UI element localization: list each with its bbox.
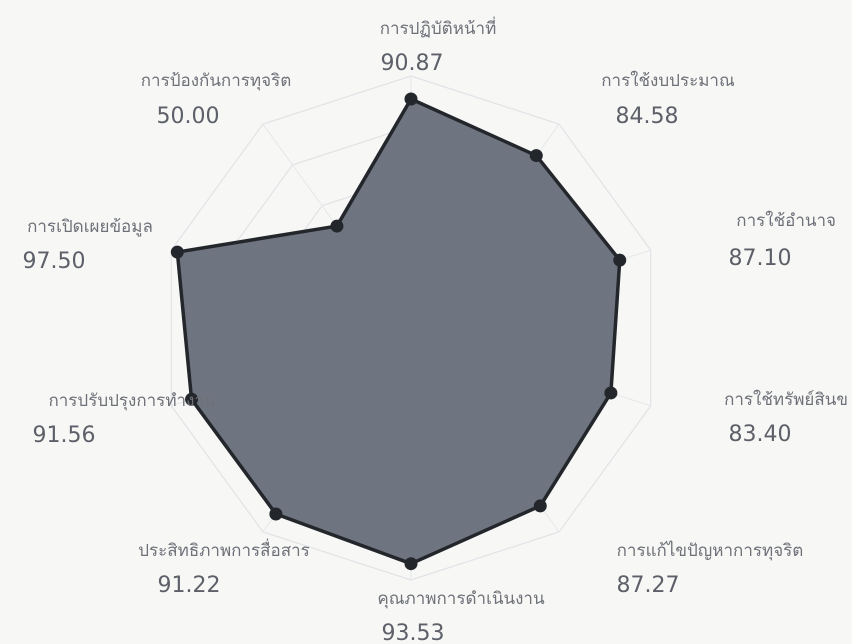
data-point — [613, 253, 627, 267]
axis-label: ประสิทธิภาพการสื่อสาร — [138, 538, 310, 561]
data-value-label: 50.00 — [157, 104, 220, 129]
data-point — [529, 149, 543, 163]
label-layer: การปฏิบัติหน้าที่ 90.87 การใช้งบประมาณ 84.5… — [23, 16, 848, 644]
data-value-label: 83.40 — [729, 422, 792, 447]
axis-label: การป้องกันการทุจริต — [141, 71, 292, 91]
data-value-label: 97.50 — [23, 249, 86, 274]
data-point — [330, 219, 344, 233]
data-value-label: 87.10 — [729, 246, 792, 271]
data-value-label: 91.56 — [33, 423, 96, 448]
data-layer — [170, 92, 627, 571]
axis-label: การปรับปรุงการทำงาน — [48, 391, 215, 411]
data-series-area — [175, 97, 622, 566]
axis-label: การใช้งบประมาณ — [601, 70, 735, 91]
axis-label: การปฏิบัติหน้าที่ — [380, 16, 497, 39]
data-point — [269, 507, 283, 521]
data-point — [170, 245, 184, 259]
axis-label: การใช้ทรัพย์สินข — [724, 389, 848, 410]
data-point — [404, 557, 418, 571]
data-value-label: 93.53 — [382, 621, 445, 644]
data-point — [604, 386, 618, 400]
axis-label: การแก้ไขปัญหาการทุจริต — [617, 540, 804, 561]
data-point — [404, 92, 418, 106]
data-value-label: 87.27 — [617, 573, 680, 598]
data-value-label: 91.22 — [158, 573, 221, 598]
axis-label: การใช้อำนาจ — [736, 210, 836, 231]
data-point — [185, 392, 199, 406]
axis-label: การเปิดเผยข้อมูล — [27, 217, 153, 237]
data-value-label: 84.58 — [616, 104, 679, 129]
data-point — [533, 499, 547, 513]
data-value-label: 90.87 — [381, 51, 444, 76]
axis-label: คุณภาพการดำเนินงาน — [377, 589, 545, 609]
